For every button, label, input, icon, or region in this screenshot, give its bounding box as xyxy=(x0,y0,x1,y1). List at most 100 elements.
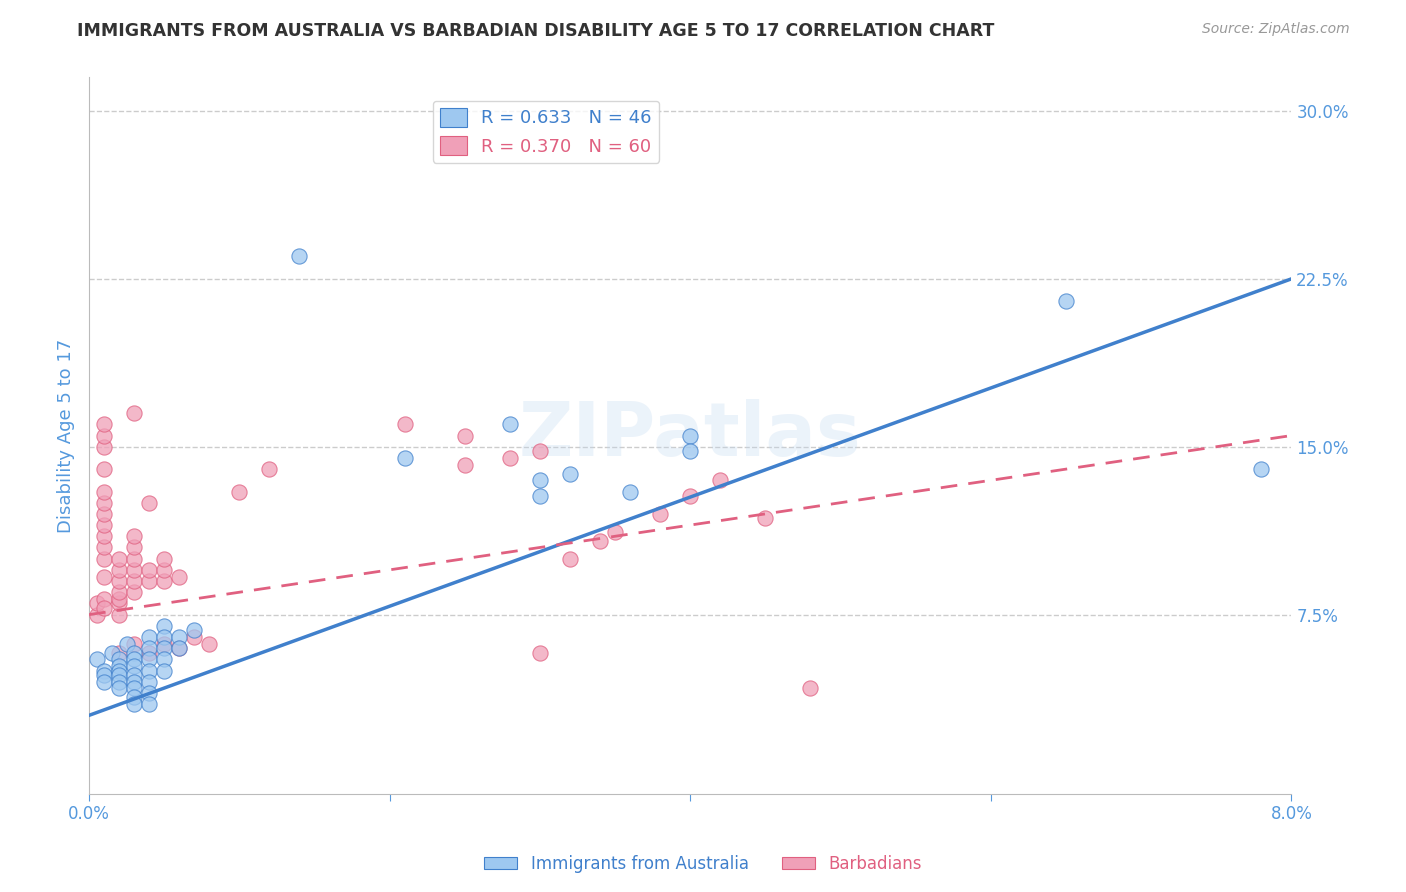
Point xyxy=(603,524,626,539)
Point xyxy=(93,674,115,689)
Point xyxy=(108,674,131,689)
Point xyxy=(709,473,731,487)
Point xyxy=(122,674,145,689)
Point xyxy=(100,646,122,660)
Point xyxy=(122,541,145,555)
Point xyxy=(93,591,115,606)
Point xyxy=(122,652,145,666)
Point xyxy=(288,250,311,264)
Point xyxy=(1054,294,1077,309)
Point xyxy=(115,637,138,651)
Point xyxy=(183,630,205,644)
Text: ZIPatlas: ZIPatlas xyxy=(519,399,862,472)
Point xyxy=(93,507,115,521)
Point xyxy=(93,518,115,533)
Point xyxy=(153,619,176,633)
Point xyxy=(93,417,115,432)
Point xyxy=(499,417,522,432)
Point xyxy=(529,646,551,660)
Point xyxy=(167,630,190,644)
Point xyxy=(167,641,190,656)
Point xyxy=(108,664,131,678)
Point xyxy=(499,450,522,465)
Point xyxy=(122,529,145,543)
Point xyxy=(122,563,145,577)
Point xyxy=(122,574,145,588)
Point xyxy=(153,652,176,666)
Point xyxy=(122,406,145,420)
Point xyxy=(394,450,416,465)
Point xyxy=(167,569,190,583)
Point xyxy=(138,697,160,711)
Point xyxy=(108,659,131,673)
Point xyxy=(679,428,702,442)
Point xyxy=(167,641,190,656)
Point xyxy=(558,467,581,481)
Point xyxy=(122,681,145,696)
Point xyxy=(138,652,160,666)
Point xyxy=(86,607,108,622)
Point xyxy=(86,596,108,610)
Point xyxy=(138,630,160,644)
Point xyxy=(228,484,250,499)
Point xyxy=(122,551,145,566)
Point xyxy=(138,674,160,689)
Point xyxy=(259,462,281,476)
Point xyxy=(153,641,176,656)
Legend: R = 0.633   N = 46, R = 0.370   N = 60: R = 0.633 N = 46, R = 0.370 N = 60 xyxy=(433,101,659,163)
Point xyxy=(153,551,176,566)
Point xyxy=(138,664,160,678)
Point xyxy=(108,668,131,682)
Point xyxy=(122,585,145,599)
Point xyxy=(108,681,131,696)
Point xyxy=(153,637,176,651)
Point xyxy=(153,630,176,644)
Point xyxy=(619,484,641,499)
Point xyxy=(122,668,145,682)
Point xyxy=(108,591,131,606)
Point xyxy=(153,574,176,588)
Point xyxy=(93,551,115,566)
Point xyxy=(650,507,672,521)
Point xyxy=(108,574,131,588)
Point xyxy=(454,428,477,442)
Point xyxy=(93,664,115,678)
Point xyxy=(394,417,416,432)
Point xyxy=(679,444,702,458)
Point xyxy=(138,686,160,700)
Point xyxy=(93,440,115,454)
Point xyxy=(529,489,551,503)
Point xyxy=(122,659,145,673)
Point xyxy=(153,563,176,577)
Point xyxy=(138,646,160,660)
Point xyxy=(108,585,131,599)
Point xyxy=(108,551,131,566)
Point xyxy=(108,607,131,622)
Point xyxy=(93,569,115,583)
Text: IMMIGRANTS FROM AUSTRALIA VS BARBADIAN DISABILITY AGE 5 TO 17 CORRELATION CHART: IMMIGRANTS FROM AUSTRALIA VS BARBADIAN D… xyxy=(77,22,994,40)
Point xyxy=(138,641,160,656)
Point xyxy=(529,473,551,487)
Point xyxy=(93,428,115,442)
Point xyxy=(93,668,115,682)
Point xyxy=(108,596,131,610)
Point xyxy=(558,551,581,566)
Point xyxy=(679,489,702,503)
Point xyxy=(183,624,205,638)
Point xyxy=(1250,462,1272,476)
Point xyxy=(138,563,160,577)
Point xyxy=(93,462,115,476)
Point xyxy=(93,541,115,555)
Point xyxy=(108,646,131,660)
Point xyxy=(153,664,176,678)
Point xyxy=(93,601,115,615)
Point xyxy=(122,637,145,651)
Point xyxy=(454,458,477,472)
Point xyxy=(198,637,221,651)
Point xyxy=(122,690,145,705)
Point xyxy=(138,574,160,588)
Point xyxy=(108,563,131,577)
Point xyxy=(86,652,108,666)
Point xyxy=(589,533,612,548)
Point xyxy=(108,652,131,666)
